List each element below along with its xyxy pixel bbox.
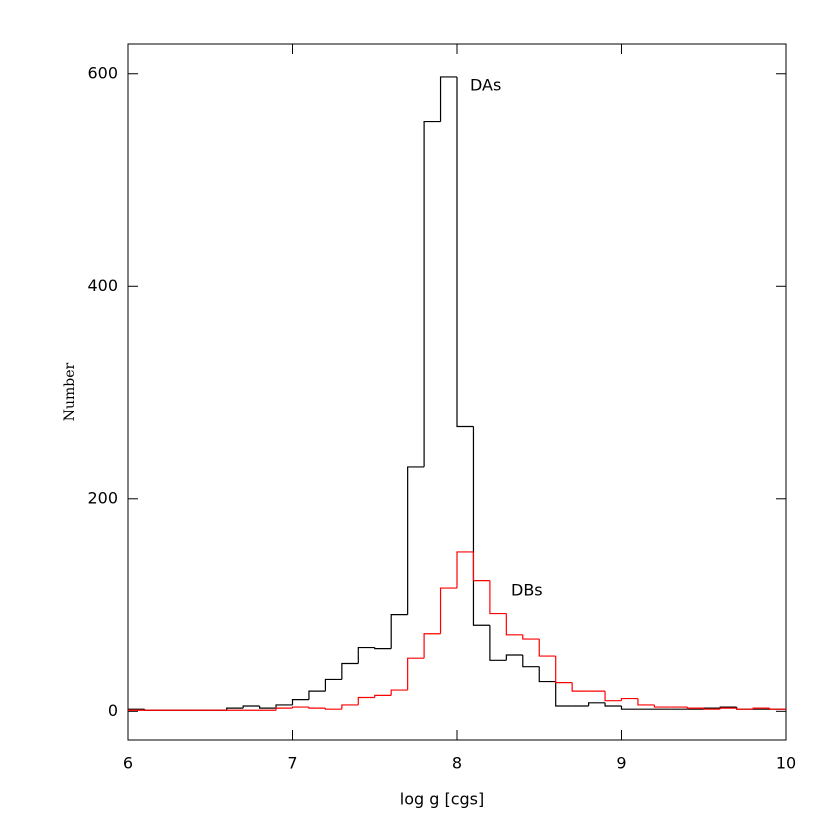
histogram-step bbox=[588, 702, 606, 706]
histogram-step bbox=[407, 657, 425, 691]
histogram-step bbox=[423, 120, 441, 467]
histogram-step bbox=[308, 690, 326, 700]
histogram-step bbox=[522, 634, 540, 640]
histogram-step bbox=[538, 639, 556, 657]
histogram-step bbox=[275, 707, 293, 711]
histogram-step bbox=[308, 707, 326, 709]
histogram-step bbox=[653, 704, 671, 708]
y-tick-label: 600 bbox=[87, 63, 118, 82]
x-tick-label: 8 bbox=[452, 754, 462, 773]
histogram-step bbox=[259, 705, 277, 709]
histogram-step bbox=[456, 551, 474, 589]
histogram-step bbox=[604, 702, 622, 707]
y-tick-label: 400 bbox=[87, 276, 118, 295]
histogram-step bbox=[439, 587, 457, 634]
histogram-step bbox=[374, 694, 392, 698]
histogram-step bbox=[423, 633, 441, 659]
histogram-step bbox=[324, 708, 342, 710]
histogram-step bbox=[768, 708, 786, 710]
histogram-step bbox=[719, 707, 737, 710]
histogram-step bbox=[752, 707, 770, 710]
x-axis-label: log g [cgs] bbox=[400, 790, 485, 809]
histogram-step bbox=[407, 466, 425, 615]
histogram-step bbox=[439, 76, 457, 122]
x-tick-label: 6 bbox=[123, 754, 133, 773]
histogram-step bbox=[555, 681, 573, 707]
y-tick-label: 200 bbox=[87, 488, 118, 507]
histogram-step bbox=[472, 426, 490, 626]
histogram-step bbox=[324, 678, 342, 692]
histogram-step bbox=[620, 705, 638, 710]
x-tick-label: 9 bbox=[616, 754, 626, 773]
histogram-step bbox=[522, 654, 540, 668]
histogram-step bbox=[456, 76, 474, 428]
histogram-step bbox=[390, 614, 408, 649]
histogram-step bbox=[620, 697, 638, 701]
histogram-step bbox=[357, 646, 375, 664]
x-tick-label: 10 bbox=[776, 754, 796, 773]
histogram-step bbox=[505, 654, 523, 661]
histogram-step bbox=[538, 666, 556, 683]
x-tick-label: 7 bbox=[287, 754, 297, 773]
histogram-step bbox=[703, 708, 721, 710]
series-label: DBs bbox=[511, 581, 543, 600]
histogram-step bbox=[472, 551, 490, 582]
histogram-step bbox=[686, 707, 704, 709]
y-axis-label: Number bbox=[62, 362, 78, 421]
histogram-step bbox=[341, 662, 359, 680]
histogram-step bbox=[390, 689, 408, 696]
histogram-step bbox=[291, 706, 309, 709]
y-tick-label: 0 bbox=[108, 701, 118, 720]
histogram-step bbox=[736, 708, 754, 710]
histogram-step bbox=[226, 707, 244, 711]
series-label: DAs bbox=[470, 76, 501, 95]
histogram-step bbox=[555, 656, 573, 684]
histogram-step bbox=[571, 682, 589, 692]
histogram-step bbox=[489, 625, 507, 661]
histogram-step bbox=[374, 647, 392, 650]
histogram-step bbox=[291, 699, 309, 705]
histogram-step bbox=[275, 704, 293, 709]
histogram-step bbox=[341, 704, 359, 710]
histogram-step bbox=[505, 613, 523, 636]
histogram-step bbox=[604, 691, 622, 702]
histogram-step bbox=[489, 580, 507, 615]
histogram-step bbox=[357, 696, 375, 705]
histogram-step bbox=[637, 698, 655, 706]
histogram-step bbox=[242, 705, 260, 709]
